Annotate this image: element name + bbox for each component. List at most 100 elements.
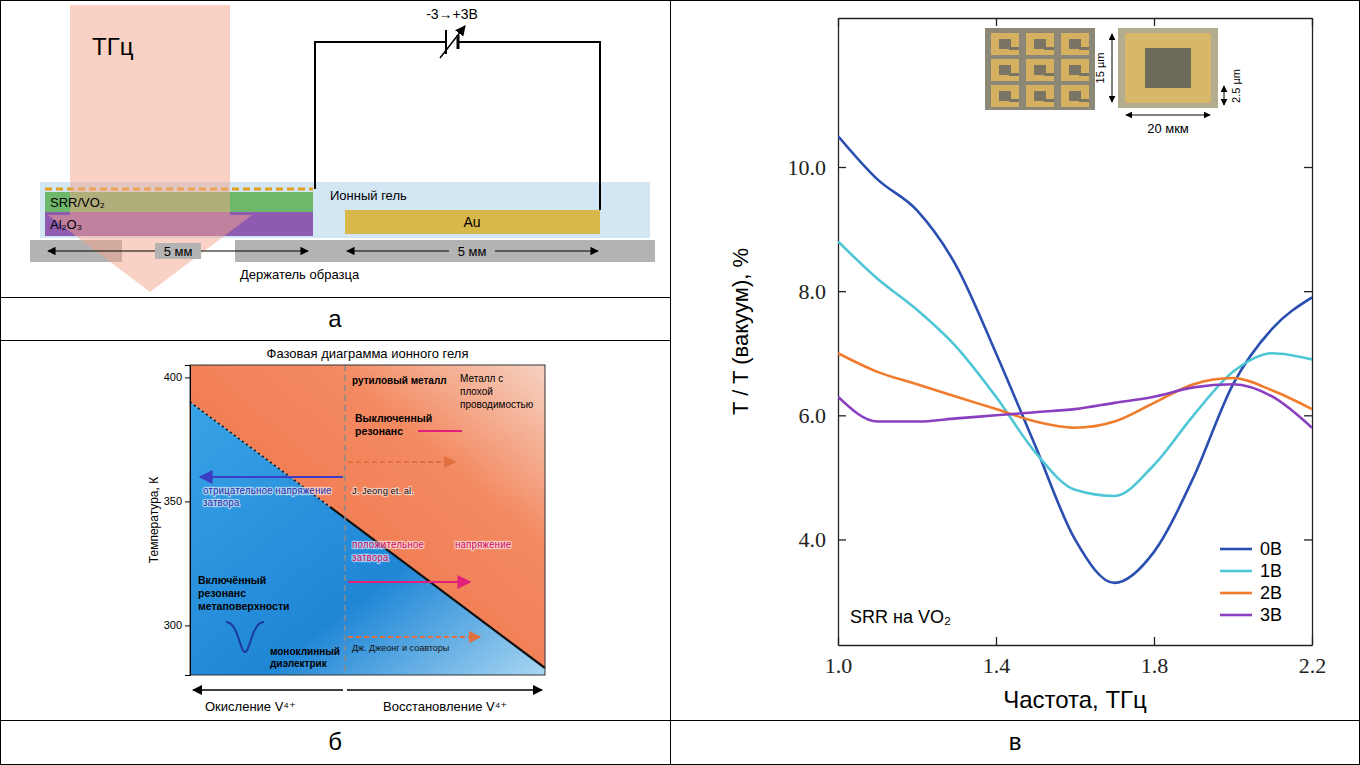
y-axis-right: [1304, 19, 1313, 646]
label: положительное: [352, 539, 424, 550]
dimension-label: 20 мкм: [1147, 121, 1189, 136]
series-line: [838, 384, 1312, 427]
y-axis-tick-label: 6.0: [799, 403, 827, 428]
label: метаповерхности: [198, 600, 290, 612]
x-axis-tick: 1.8: [1141, 637, 1169, 678]
y-axis-tick-mark: [838, 415, 846, 416]
ring-resonator: [991, 59, 1019, 81]
y-axis-right-tick-mark: [1304, 291, 1312, 292]
inset-images: 15 µm20 мкм2.5 µm: [985, 28, 1242, 136]
label: резонанс: [198, 587, 246, 599]
label: 5 мм: [458, 244, 487, 259]
x-axis-top-tick: [996, 18, 997, 26]
ring-slit: [1044, 47, 1054, 50]
ring-slit: [1079, 73, 1089, 76]
dimension: [1112, 34, 1113, 102]
oxidation-arrow: [193, 689, 343, 691]
y-axis-right-tick: [1304, 415, 1312, 416]
label: рутиловый металл: [352, 375, 447, 386]
ring-resonator: [1061, 59, 1089, 81]
y-axis: 300350400: [164, 366, 191, 676]
y-tick-label: 400: [164, 371, 182, 383]
ring-resonator: [1061, 85, 1089, 107]
y-axis-right-tick: [1304, 291, 1312, 292]
ring-slit: [1009, 73, 1019, 76]
ring-resonator: [991, 33, 1019, 55]
ring-slit: [1079, 99, 1089, 102]
x-axis-top: [839, 18, 1313, 26]
legend-swatch: [1220, 570, 1252, 573]
label: Ионный гель: [330, 188, 407, 203]
y-axis-tick-mark: [838, 539, 846, 540]
thz-beam: [48, 5, 252, 292]
legend-swatch: [1220, 548, 1252, 551]
y-axis-tick-label: 8.0: [799, 279, 827, 304]
y-axis-tick: 4.0: [799, 527, 847, 552]
ring-resonator: [1026, 59, 1054, 81]
label: Дж. Джеонг и соавторы: [352, 643, 449, 653]
y-axis-line: [838, 19, 839, 646]
x-axis-tick-mark: [1154, 637, 1155, 645]
y-tick-mark: [185, 501, 190, 502]
y-axis-tick-mark: [838, 167, 846, 168]
label: J. Jeong et. al.: [352, 485, 414, 496]
ring-resonator: [1026, 85, 1054, 107]
panel-label: б: [328, 728, 342, 755]
gold-electrode: [345, 210, 600, 234]
label: Фазовая диаграмма ионного геля: [267, 346, 469, 361]
label: Держатель образца: [240, 267, 360, 282]
y-axis-right-tick: [1304, 167, 1312, 168]
row-divider: [0, 297, 670, 298]
y-axis-right-tick-mark: [1304, 415, 1312, 416]
phase-boundary: [330, 507, 545, 668]
y-axis-right-tick-mark: [1304, 167, 1312, 168]
series-line: [838, 136, 1312, 583]
x-axis-title: Частота, ТГц: [1003, 686, 1147, 713]
y-axis-tick-label: 10.0: [788, 155, 827, 180]
y-axis: 4.0 6.0 8.0 10.0: [788, 19, 847, 646]
label: затвора: [352, 552, 389, 563]
dimension-label: 2.5 µm: [1230, 69, 1242, 103]
resonance-on: [226, 622, 264, 652]
x-axis-tick-mark: [996, 637, 997, 645]
x-axis-tick-label: 2.2: [1299, 653, 1327, 678]
legend: 0В1В2В3В: [1220, 539, 1282, 625]
column-divider: [670, 0, 671, 765]
panel-c: 1.01.41.82.24.06.08.010.0Частота, ТГцT /…: [728, 18, 1326, 713]
resonance-off: [418, 430, 462, 432]
y-axis-right-line: [1312, 19, 1313, 646]
y-tick-mark: [185, 377, 190, 378]
label: -3→+3В: [426, 6, 478, 22]
y-axis-tick: 8.0: [799, 279, 847, 304]
wire: [458, 42, 600, 210]
y-tick-mark: [185, 625, 190, 626]
label: Металл с: [460, 373, 503, 384]
y-axis-title: T / T (вакуум), %: [728, 248, 753, 415]
row-divider: [0, 720, 1360, 721]
annotation: SRR на VO₂: [850, 607, 951, 627]
reduction-arrow: [347, 689, 542, 691]
plot-frame: [190, 365, 545, 675]
legend-swatch: [1220, 614, 1252, 617]
inset-photo: [985, 28, 1095, 110]
y-tick-label: 300: [164, 619, 182, 631]
x-axis-top-line: [839, 18, 1313, 19]
panel-b: 300350400Температура, КФазовая диаграмма…: [147, 346, 545, 714]
label: Выключенный: [355, 412, 432, 424]
y-axis-tick-label: 4.0: [799, 527, 827, 552]
label: Окисление V⁴⁺: [205, 699, 296, 714]
negative-gate-arrow: [200, 476, 343, 478]
outer-border: [1, 1, 1360, 765]
inset-photo: [1118, 28, 1218, 108]
ring-gap: [1145, 48, 1191, 88]
y-axis-right-tick-mark: [1304, 539, 1312, 540]
figure: абвТГц-3→+3ВSRR/VO₂Al₂O₃Ионный гельAu5 м…: [0, 0, 1360, 765]
panel-label: в: [1009, 728, 1022, 755]
y-tick: 400: [164, 371, 190, 383]
plot-area: [838, 136, 1312, 583]
insulator-region: [190, 402, 545, 675]
variable-source: [440, 26, 465, 58]
label: Включённый: [198, 574, 266, 586]
ring-slit: [1009, 47, 1019, 50]
label: плохой: [460, 386, 493, 397]
